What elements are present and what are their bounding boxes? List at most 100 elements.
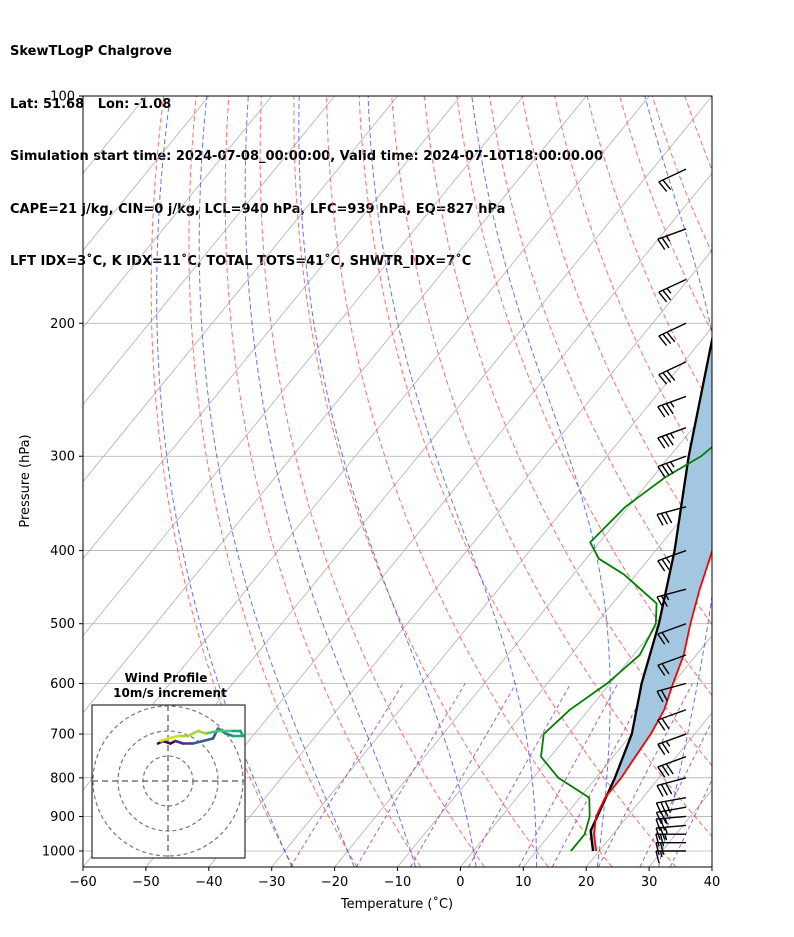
dry-adiabat [651,96,712,255]
wind-barb-feather [657,466,666,478]
dry-adiabat [150,96,294,867]
dry-adiabat [326,96,613,867]
wind-barb [655,833,686,847]
x-tick-label: −20 [321,875,348,890]
wind-barb-feather [666,331,676,343]
wind-barb-feather [656,514,664,526]
stability-indices: LFT IDX=3˚C, K IDX=11˚C, TOTAL TOTS=41˚C… [10,254,472,269]
isotherm-gridline [397,480,712,867]
wind-barb-feather [662,289,672,301]
moist-adiabat [783,96,794,867]
mixing-ratio-line [355,683,466,867]
wind-barb [657,427,687,449]
wind-barb-feather [665,782,673,795]
wind-barb-half-feather [664,834,668,841]
isotherm-gridline [648,789,712,867]
wind-barb-feather [658,181,668,192]
isotherm-gridline [334,403,712,867]
convective-indices: CAPE=21 j/kg, CIN=0 j/kg, LCL=940 hPa, L… [10,201,506,217]
wind-barb [657,654,687,676]
simulation-times: Simulation start time: 2024-07-08_00:00:… [10,149,603,164]
wind-barb-feather [657,719,666,731]
wind-barb-feather [655,834,660,847]
wind-barb [655,824,687,840]
dewpoint-line [540,445,712,852]
isotherm-gridline [271,326,712,867]
wind-barb [658,278,687,303]
wind-barb-feather [659,818,666,831]
isotherm-gridline [208,249,712,867]
wind-barb-half-feather [664,827,668,834]
wind-barb-feather [661,765,670,777]
y-tick-label: 200 [50,317,75,332]
mixing-ratio-line [669,778,712,867]
hodograph-segment [196,729,207,735]
wind-barb-feather [662,372,672,383]
wind-barb [657,756,687,778]
wind-barb-feather [665,763,674,775]
wind-barb-feather [664,801,671,813]
hodograph-segment [161,739,172,745]
dry-adiabat [718,96,794,867]
x-tick-label: −60 [69,875,96,890]
wind-barb-feather [660,513,668,525]
wind-barb-feather [661,558,670,570]
y-tick-label: 400 [50,544,75,559]
wind-barb-feather [661,718,670,730]
wind-barb [657,228,687,250]
wind-barb-feather [658,335,668,347]
wind-barb-feather [665,463,674,475]
hodograph-segment [166,734,180,740]
moist-adiabat [367,96,538,867]
hodograph-segment [186,729,200,738]
wind-barb-feather [655,802,663,815]
dry-adiabat [521,96,712,555]
wind-barb-feather [665,434,674,446]
moist-adiabat [720,96,794,867]
wind-barb [656,682,687,703]
wind-barb [657,623,687,645]
dry-adiabat [293,96,549,867]
wind-barb-feather [661,632,670,644]
mixing-ratio-line [290,683,404,867]
wind-barb [656,588,687,609]
isotherm-gridline [460,558,712,867]
hodograph-segment [159,737,170,743]
wind-barb-feather [665,511,673,524]
wind-barb-feather [660,801,667,814]
wind-barb-feather [661,464,670,476]
isotherm-gridline [83,96,210,251]
wind-barb-feather [656,596,664,609]
wind-barb [655,815,687,831]
wind-barb [657,395,687,418]
wind-barb-feather [659,827,666,840]
wind-barb-feather [655,827,661,840]
wind-barb-feather [660,784,668,796]
x-tick-label: 0 [456,875,464,890]
moist-adiabat [644,96,712,867]
y-tick-label: 900 [50,810,75,825]
moist-adiabat [471,96,611,867]
isotherm-gridline [83,96,336,406]
dry-adiabat [750,96,794,867]
mixing-ratio-line [518,683,619,867]
wind-barb-feather [660,689,668,702]
wind-barb-feather [657,766,666,778]
wind-barb-feather [659,842,665,855]
x-tick-label: −50 [132,875,159,890]
x-tick-label: −30 [258,875,285,890]
wind-barb [655,797,687,815]
isotherm-gridline [83,96,273,329]
wind-barb-staff [657,733,687,745]
dry-adiabat [783,96,794,867]
isotherm-gridline [83,96,524,637]
wind-barb-feather [655,850,660,864]
hodograph-title: Wind Profile [125,671,208,685]
x-axis-title: Temperature (˚C) [340,896,453,912]
location-coordinates: Lat: 51.68 Lon: -1.08 [10,96,172,112]
wind-barb-half-feather [669,461,675,468]
isotherm-gridline [145,172,712,867]
isotherm-gridline [711,866,712,867]
wind-barb [657,455,687,478]
isotherm-gridline [585,712,712,867]
